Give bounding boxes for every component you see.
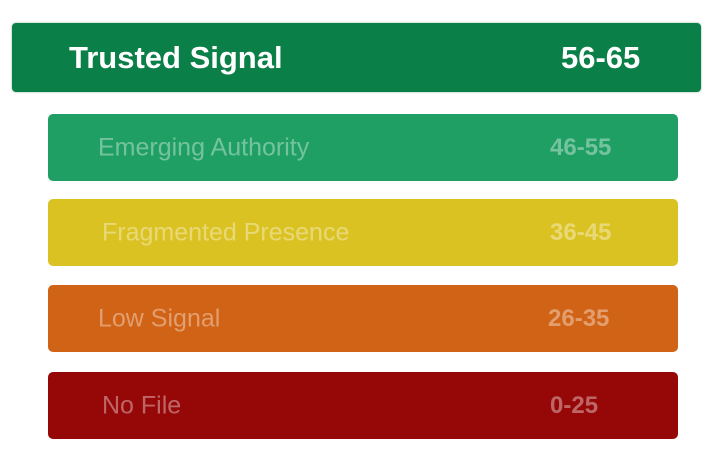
tier-emerging-authority: Emerging Authority 46-55 xyxy=(48,114,678,181)
tier-trusted-signal: Trusted Signal 56-65 xyxy=(11,22,702,93)
tier-range: 0-25 xyxy=(550,391,599,419)
tier-label: No File xyxy=(102,391,182,419)
tier-range: 26-35 xyxy=(548,304,610,332)
tier-range: 56-65 xyxy=(561,39,641,75)
tier-low-signal: Low Signal 26-35 xyxy=(48,285,678,352)
tier-label: Emerging Authority xyxy=(98,133,310,161)
tier-label: Fragmented Presence xyxy=(102,218,350,246)
tier-no-file: No File 0-25 xyxy=(48,372,678,439)
tier-label: Low Signal xyxy=(98,304,221,332)
tier-range: 46-55 xyxy=(550,133,612,161)
tier-range: 36-45 xyxy=(550,218,612,246)
tier-label: Trusted Signal xyxy=(69,39,283,75)
tier-fragmented-presence: Fragmented Presence 36-45 xyxy=(48,199,678,266)
